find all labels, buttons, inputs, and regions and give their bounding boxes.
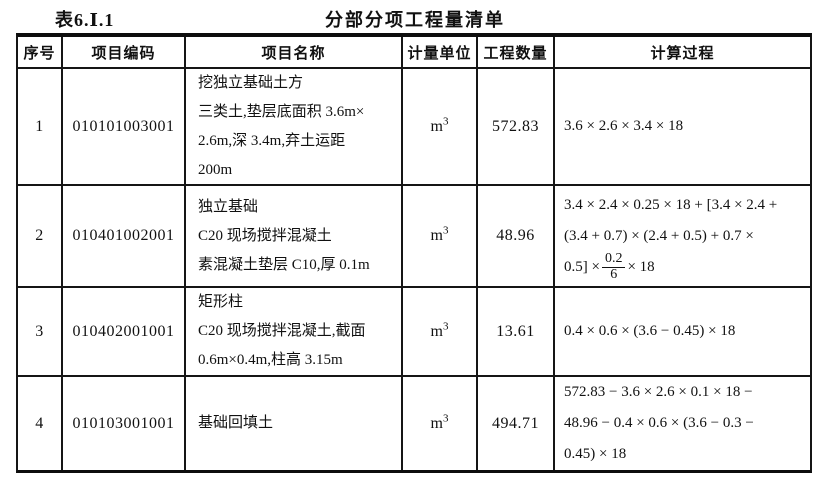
name-line: 2.6m,深 3.4m,弃土运距 [198, 132, 346, 149]
name-line: 素混凝土垫层 C10,厚 0.1m [198, 256, 370, 273]
calc-line: 48.96 − 0.4 × 0.6 × (3.6 − 0.3 − [564, 415, 754, 431]
cell-name: 挖独立基础土方 三类土,垫层底面积 3.6m× 2.6m,深 3.4m,弃土运距… [186, 69, 403, 185]
fraction-prefix: 0.5] × [564, 258, 600, 275]
cell-serial: 1 [18, 69, 63, 185]
cell-calculation: 0.4 × 0.6 × (3.6 − 0.45) × 18 [555, 288, 810, 375]
table-row: 4 010103001001 基础回填土 m3 494.71 572.83 − … [18, 377, 810, 470]
header-code: 项目编码 [63, 37, 186, 68]
header-calc: 计算过程 [650, 45, 715, 62]
unit-exponent: 3 [442, 412, 449, 425]
title-bar: 表6.Ⅰ.1 分部分项工程量清单 [0, 6, 825, 32]
fraction-suffix: × 18 [627, 258, 655, 275]
name-line: 挖独立基础土方 [198, 74, 304, 91]
unit-base: m [430, 117, 443, 135]
cell-code: 010101003001 [63, 69, 186, 185]
name-line: 基础回填土 [198, 415, 274, 431]
cell-quantity: 494.71 [478, 377, 555, 470]
cell-serial: 4 [18, 377, 63, 470]
cell-serial: 3 [18, 288, 63, 375]
header-row: 序号 项目编码 项目名称 计量单位 工程数量 计算过程 [18, 37, 810, 70]
calc-line: 572.83 − 3.6 × 2.6 × 0.1 × 18 − [564, 384, 753, 400]
cell-code: 010402001001 [63, 288, 186, 375]
cell-code: 010401002001 [63, 186, 186, 286]
cell-code: 010103001001 [63, 377, 186, 470]
name-line: C20 现场搅拌混凝土 [198, 227, 332, 244]
header-serial: 序号 [18, 37, 63, 68]
table-row: 2 010401002001 独立基础 C20 现场搅拌混凝土 素混凝土垫层 C… [18, 186, 810, 288]
calc-line: 0.4 × 0.6 × (3.6 − 0.45) × 18 [564, 323, 736, 339]
calc-line: 3.4 × 2.4 × 0.25 × 18 + [3.4 × 2.4 + [564, 196, 778, 213]
calc-line: 0.45) × 18 [564, 446, 627, 462]
cell-unit: m3 [403, 186, 478, 286]
cell-calculation: 572.83 − 3.6 × 2.6 × 0.1 × 18 − 48.96 − … [555, 377, 810, 470]
cell-quantity: 572.83 [478, 69, 555, 185]
header-qty: 工程数量 [478, 37, 555, 68]
table-label: 表6.Ⅰ.1 [55, 10, 115, 30]
name-line: 0.6m×0.4m,柱高 3.15m [198, 352, 343, 368]
calc-line: (3.4 + 0.7) × (2.4 + 0.5) + 0.7 × [564, 227, 754, 244]
cell-serial: 2 [18, 186, 63, 286]
page-title: 分部分项工程量清单 [325, 10, 505, 30]
unit-exponent: 3 [442, 224, 449, 237]
unit-value: m3 [430, 115, 449, 136]
name-line: 矩形柱 [198, 294, 244, 310]
quantities-table: 序号 项目编码 项目名称 计量单位 工程数量 计算过程 1 0101010030… [16, 33, 812, 473]
name-line: 200m [198, 161, 233, 178]
unit-base: m [430, 414, 443, 432]
cell-unit: m3 [403, 69, 478, 185]
cell-unit: m3 [403, 288, 478, 375]
unit-value: m3 [430, 412, 449, 433]
name-line: 三类土,垫层底面积 3.6m× [198, 103, 365, 120]
calc-line-fraction: 0.5] × 0.2 6 × 18 [564, 251, 808, 283]
unit-base: m [430, 322, 443, 340]
cell-calculation: 3.6 × 2.6 × 3.4 × 18 [555, 69, 810, 184]
cell-name: 基础回填土 [186, 377, 403, 470]
unit-value: m3 [430, 320, 449, 341]
cell-name: 矩形柱 C20 现场搅拌混凝土,截面 0.6m×0.4m,柱高 3.15m [186, 288, 403, 375]
table-row: 3 010402001001 矩形柱 C20 现场搅拌混凝土,截面 0.6m×0… [18, 288, 810, 377]
table-row: 1 010101003001 挖独立基础土方 三类土,垫层底面积 3.6m× 2… [18, 69, 810, 187]
name-line: C20 现场搅拌混凝土,截面 [198, 323, 366, 339]
fraction-numerator: 0.2 [601, 251, 626, 268]
cell-calculation: 3.4 × 2.4 × 0.25 × 18 + [3.4 × 2.4 + (3.… [555, 186, 810, 286]
fraction: 0.2 6 [601, 251, 626, 282]
cell-unit: m3 [403, 377, 478, 470]
unit-base: m [430, 227, 443, 245]
unit-value: m3 [430, 224, 449, 245]
header-name: 项目名称 [186, 37, 403, 68]
cell-quantity: 48.96 [478, 186, 555, 286]
header-unit: 计量单位 [403, 37, 478, 68]
cell-quantity: 13.61 [478, 288, 555, 375]
fraction-denominator: 6 [610, 266, 618, 282]
unit-exponent: 3 [442, 320, 449, 333]
unit-exponent: 3 [442, 115, 449, 128]
name-line: 独立基础 [198, 198, 259, 215]
cell-name: 独立基础 C20 现场搅拌混凝土 素混凝土垫层 C10,厚 0.1m [186, 186, 403, 286]
calc-line: 3.6 × 2.6 × 3.4 × 18 [564, 118, 684, 135]
